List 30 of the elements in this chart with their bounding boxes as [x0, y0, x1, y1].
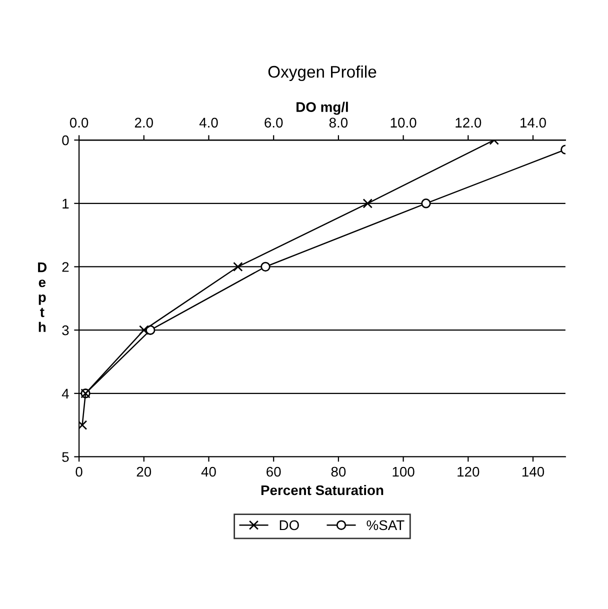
y-tick-label: 4	[62, 388, 69, 398]
x2-tick-label: 10.0	[390, 118, 416, 128]
point	[260, 262, 270, 272]
x2-axis-title: DO mg/l	[296, 102, 348, 115]
x2-tick-label: 6.0	[264, 118, 283, 128]
y-tick-label: 0	[62, 135, 69, 146]
x-tick-label: 80	[331, 466, 346, 477]
y-axis-title: Depth	[38, 262, 47, 332]
x-tick-label: 60	[266, 466, 281, 477]
chart-title: Oxygen Profile	[268, 65, 376, 82]
x2-tick-label: 0.0	[70, 118, 88, 128]
x-tick-label: 140	[522, 466, 544, 477]
x-tick-label: 20	[136, 466, 152, 477]
x-tick-label: 120	[458, 466, 480, 477]
y-tick-label: 1	[62, 198, 69, 208]
y-tick-label: 5	[62, 452, 69, 462]
x-axis-title: Percent Saturation	[261, 484, 384, 496]
x2-tick-label: 2.0	[134, 118, 154, 128]
x2-tick-label: 14.0	[520, 118, 546, 128]
y-tick-label: 2	[62, 262, 69, 272]
y-tick-label: 3	[62, 325, 69, 336]
x-tick-label: 100	[392, 466, 414, 477]
point	[421, 198, 431, 208]
x-tick-label: 0	[76, 466, 82, 477]
x-tick-label: 40	[201, 466, 216, 477]
x2-tick-label: 8.0	[329, 118, 348, 128]
legend-label: DO	[280, 520, 299, 530]
x2-tick-label: 4.0	[199, 118, 218, 128]
legend-label: %SAT	[366, 520, 404, 530]
x2-tick-label: 12.0	[456, 118, 482, 128]
